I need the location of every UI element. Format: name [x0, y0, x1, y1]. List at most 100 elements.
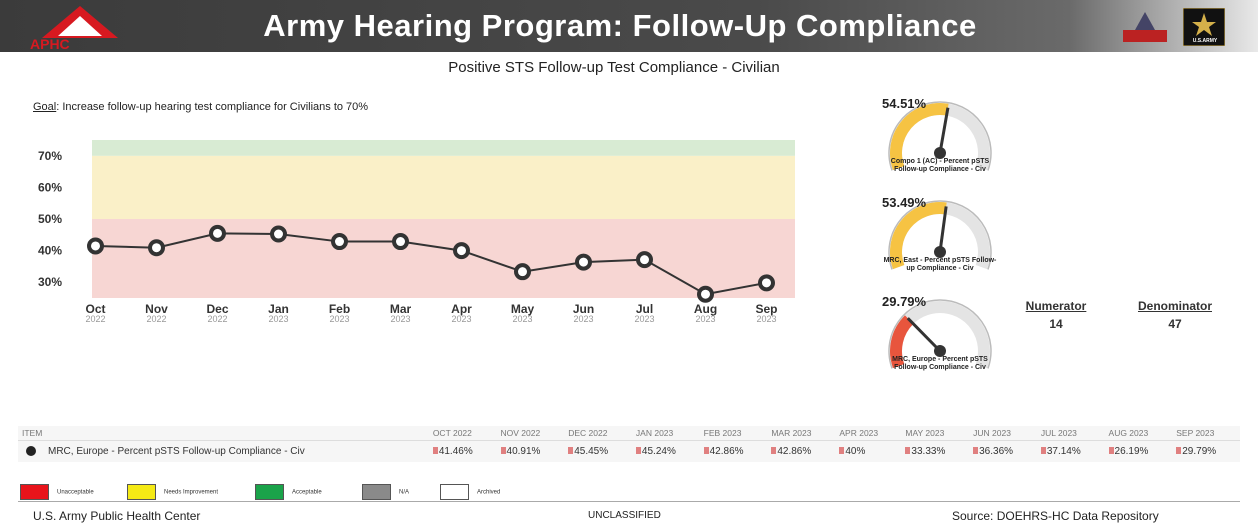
cell-text: 45.24% — [641, 446, 676, 457]
cell-text: 40% — [845, 446, 866, 457]
cell-marker — [635, 447, 641, 454]
band — [92, 140, 795, 156]
header-bar — [0, 0, 1258, 52]
table-header-cell: FEB 2023 — [699, 426, 768, 441]
x-tick-year: 2023 — [268, 314, 288, 324]
logo-text: U.S.ARMY — [1192, 38, 1218, 44]
legend-swatch — [255, 484, 284, 500]
legend-swatch — [127, 484, 156, 500]
goal-text: : Increase follow-up hearing test compli… — [56, 101, 369, 113]
footer-rule — [18, 501, 1240, 502]
army-logo — [1183, 8, 1225, 46]
point — [209, 224, 226, 242]
row-dot — [26, 446, 36, 457]
table-cell: 45.24% — [632, 441, 700, 463]
point — [331, 233, 348, 251]
point — [575, 253, 592, 271]
x-tick-year: 2023 — [451, 314, 471, 324]
gauge-value-label: 53.49% — [882, 195, 927, 210]
gauge-needle — [906, 317, 942, 353]
y-tick-label: 30% — [38, 275, 62, 289]
x-tick-label: Nov — [145, 302, 168, 316]
legend-swatch — [362, 484, 391, 500]
table-header-cell: NOV 2022 — [496, 426, 565, 441]
legend-label: Archived — [477, 489, 501, 496]
table-cell: 33.33% — [901, 441, 969, 463]
point — [697, 285, 714, 303]
logo-text: APHC — [30, 36, 70, 52]
gauge-title: Compo 1 (AC) - Percent pSTS Follow-up Co… — [890, 158, 990, 173]
cell-marker — [771, 447, 777, 454]
table-header-cell: OCT 2022 — [428, 426, 497, 441]
cell-text: 40.91% — [506, 446, 541, 457]
x-tick-label: Jan — [268, 302, 289, 316]
y-tick-label: 70% — [38, 149, 62, 163]
point — [392, 233, 409, 251]
x-tick-year: 2023 — [329, 314, 349, 324]
table-header: ITEM OCT 2022 NOV 2022 DEC 2022 JAN 2023 FEB … — [18, 426, 1240, 441]
gauge-hub — [934, 147, 946, 159]
cell-marker — [568, 447, 574, 454]
table-row: MRC, Europe - Percent pSTS Follow-up Com… — [18, 441, 1240, 463]
legend-item: Unacceptable — [20, 484, 94, 500]
cell-marker — [432, 447, 438, 454]
x-tick-year: 2023 — [390, 314, 410, 324]
cell-marker — [1040, 447, 1046, 454]
cell-text: 42.86% — [777, 446, 812, 457]
gauge-value — [890, 103, 949, 171]
gauge-value — [890, 315, 914, 369]
header-title: Army Hearing Program: Follow-Up Complian… — [263, 8, 977, 43]
y-tick-label: 40% — [38, 244, 62, 258]
x-tick-label: Feb — [329, 302, 350, 316]
cell-text: 41.46% — [438, 446, 473, 457]
point — [270, 225, 287, 243]
numerator: Numerator 14 — [996, 299, 1116, 331]
gauge-hub — [934, 246, 946, 258]
numerator-label: Numerator — [1025, 299, 1087, 313]
footer-right: Source: DOEHRS-HC Data Repository — [952, 509, 1159, 523]
point — [148, 239, 165, 257]
x-tick-year: 2023 — [695, 314, 715, 324]
x-tick-year: 2022 — [146, 314, 166, 324]
table-cell: 40.91% — [497, 441, 565, 463]
table-header-cell: JUN 2023 — [969, 426, 1037, 441]
band — [92, 155, 795, 219]
cell-marker — [839, 447, 845, 454]
cell-text: 42.86% — [709, 446, 744, 457]
gauge-title: MRC, East - Percent pSTS Follow-up Compl… — [883, 257, 997, 272]
table-cell: 36.36% — [969, 441, 1037, 463]
denominator: Denominator 47 — [1115, 299, 1235, 331]
legend-label: Acceptable — [292, 489, 322, 496]
table-body: MRC, Europe - Percent pSTS Follow-up Com… — [18, 441, 1240, 463]
table-cell: 37.14% — [1037, 441, 1105, 463]
cell-text: 45.45% — [574, 446, 609, 457]
gauge-value — [890, 202, 947, 270]
table-cell: 41.46% — [429, 441, 497, 463]
table-header-cell: ITEM — [18, 426, 429, 441]
footer-left: U.S. Army Public Health Center — [33, 509, 201, 523]
legend-item: Acceptable — [255, 484, 322, 500]
gauge-needle — [938, 206, 948, 253]
table-cell: 40% — [835, 441, 901, 463]
cell-text: 26.19% — [1114, 446, 1149, 457]
x-tick-year: 2023 — [512, 314, 532, 324]
table-header-cell: JAN 2023 — [631, 426, 700, 441]
cell-text: 37.14% — [1046, 446, 1081, 457]
cell-text: 29.79% — [1182, 446, 1217, 457]
gauge-hub — [934, 345, 946, 357]
y-tick-label: 60% — [38, 180, 62, 194]
chart: 30%40%50%60%70%Oct2022Nov2022Dec2022Jan2… — [38, 96, 992, 369]
cell-text: 33.33% — [911, 446, 946, 457]
legend-swatch — [440, 484, 469, 500]
table-cell: 45.45% — [564, 441, 632, 463]
legend-item: Needs Improvement — [127, 484, 218, 500]
goal: Goal: Increase follow-up hearing test co… — [33, 101, 368, 113]
denominator-value: 47 — [1168, 317, 1182, 331]
x-tick-year: 2023 — [634, 314, 654, 324]
gauge-outline — [888, 101, 992, 171]
cell-marker — [500, 447, 506, 454]
table-header-cell: MAY 2023 — [901, 426, 970, 441]
table-header-cell: AUG 2023 — [1104, 426, 1173, 441]
footer-center: UNCLASSIFIED — [588, 510, 661, 521]
